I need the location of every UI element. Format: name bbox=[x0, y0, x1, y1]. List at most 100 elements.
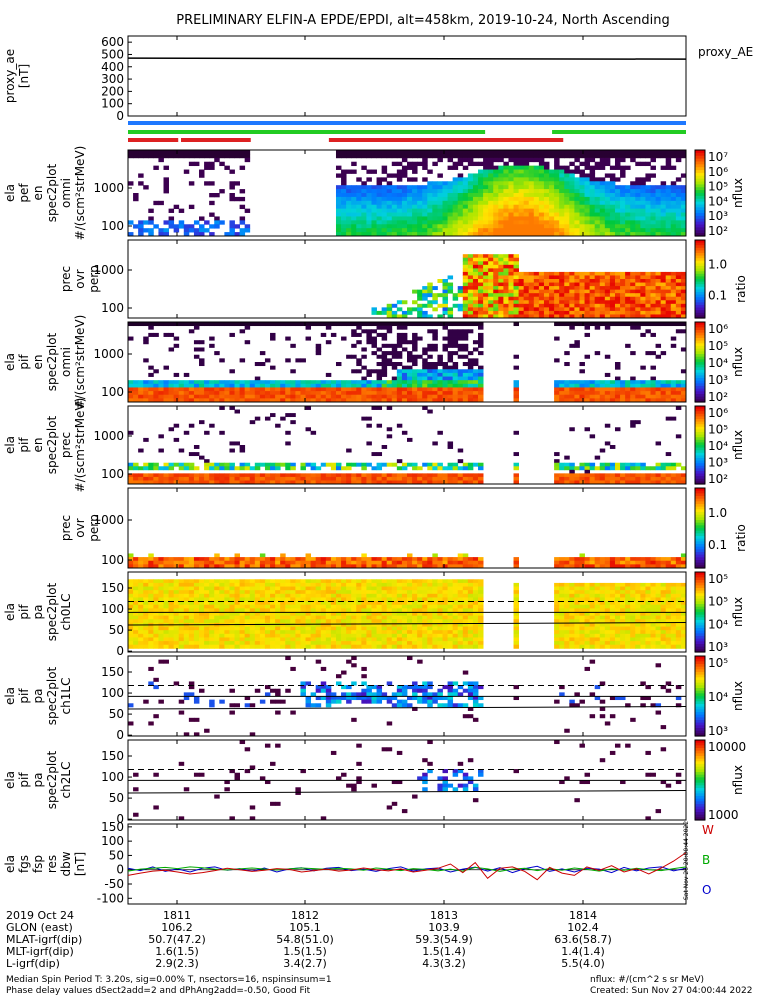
spectrogram-cell bbox=[655, 462, 662, 467]
spectrogram-cell bbox=[457, 286, 464, 291]
spectrogram-cell bbox=[412, 387, 418, 392]
spectrogram-cell bbox=[341, 224, 347, 229]
spectrogram-cell bbox=[655, 153, 662, 159]
spectrogram-cell bbox=[503, 153, 509, 159]
spectrogram-cell bbox=[407, 473, 413, 478]
spectrogram-cell bbox=[589, 296, 596, 301]
spectrogram-cell bbox=[427, 560, 433, 565]
spectrogram-cell bbox=[462, 391, 469, 396]
spectrogram-cell bbox=[305, 586, 312, 591]
spectrogram-cell bbox=[543, 286, 550, 291]
spectrogram-cell bbox=[259, 362, 266, 367]
y-tick-label: 500 bbox=[101, 47, 124, 61]
spectrogram-cell bbox=[335, 153, 342, 159]
spectrogram-cell bbox=[452, 329, 459, 334]
spectrogram-cell bbox=[407, 365, 413, 370]
spectrogram-cell bbox=[599, 196, 606, 202]
spectrogram-cell bbox=[158, 630, 164, 635]
spectrogram-cell bbox=[569, 343, 575, 348]
spectrogram-cell bbox=[133, 394, 139, 399]
spectrogram-cell bbox=[478, 564, 484, 569]
spectrogram-cell bbox=[554, 200, 560, 206]
spectrogram-cell bbox=[483, 286, 489, 291]
spectrogram-cell bbox=[356, 212, 362, 217]
spectrogram-cell bbox=[320, 462, 327, 467]
spectrogram-cell bbox=[204, 394, 210, 399]
spectrogram-cell bbox=[554, 196, 560, 202]
spectrogram-cell bbox=[599, 380, 606, 385]
spectrogram-cell bbox=[442, 204, 448, 210]
spectrogram-cell bbox=[498, 307, 504, 312]
spectrogram-cell bbox=[401, 232, 408, 237]
spectrogram-cell bbox=[188, 633, 195, 638]
spectrogram-cell bbox=[609, 303, 616, 308]
spectrogram-cell bbox=[604, 423, 611, 428]
spectrogram-cell bbox=[609, 398, 616, 403]
spectrogram-cell bbox=[432, 480, 438, 485]
spectrogram-cell bbox=[224, 612, 230, 617]
spectrogram-cell bbox=[457, 466, 464, 471]
spectrogram-cell bbox=[199, 216, 205, 221]
spectrogram-cell bbox=[457, 553, 464, 558]
spectrogram-cell bbox=[493, 257, 499, 262]
spectrogram-cell bbox=[538, 212, 545, 217]
spectrogram-cell bbox=[432, 228, 438, 233]
spectrogram-cell bbox=[432, 362, 438, 367]
spectrogram-cell bbox=[249, 626, 256, 631]
spectrogram-cell bbox=[234, 476, 240, 481]
spectrogram-cell bbox=[584, 232, 591, 237]
spectrogram-cell bbox=[300, 586, 306, 591]
spectrogram-cell bbox=[193, 604, 200, 609]
spectrogram-cell bbox=[523, 177, 530, 182]
colorbar-cell bbox=[695, 538, 705, 542]
spectrogram-cell bbox=[462, 165, 469, 170]
spectrogram-cell bbox=[270, 601, 276, 606]
spectrogram-cell bbox=[153, 476, 159, 481]
colorbar-cell bbox=[695, 245, 705, 249]
spectrogram-cell bbox=[478, 282, 484, 287]
spectrogram-cell bbox=[407, 553, 413, 558]
spectrogram-cell bbox=[630, 296, 636, 301]
spectrogram-cell bbox=[219, 220, 225, 225]
spectrogram-cell bbox=[462, 314, 469, 319]
spectrogram-cell bbox=[584, 310, 591, 315]
spectrogram-cell bbox=[427, 220, 433, 225]
spectrogram-cell bbox=[153, 597, 159, 602]
spectrogram-cell bbox=[193, 557, 200, 562]
spectrogram-cell bbox=[407, 437, 413, 442]
spectrogram-cell bbox=[239, 480, 246, 485]
spectrogram-cell bbox=[199, 383, 205, 388]
spectrogram-cell bbox=[351, 480, 357, 485]
spectrogram-cell bbox=[153, 153, 159, 159]
spectrogram-cell bbox=[361, 181, 367, 186]
spectrogram-cell bbox=[412, 480, 418, 485]
spectrogram-cell bbox=[467, 177, 474, 182]
spectrogram-cell bbox=[528, 300, 535, 305]
spectrogram-cell bbox=[483, 261, 489, 266]
spectrogram-cell bbox=[239, 560, 246, 565]
spectrogram-cell bbox=[640, 275, 646, 280]
spectrogram-cell bbox=[655, 480, 662, 485]
spectrogram-cell bbox=[229, 369, 235, 374]
spectrogram-cell bbox=[665, 208, 672, 213]
spectrogram-cell bbox=[295, 612, 301, 617]
spectrogram-cell bbox=[559, 193, 565, 198]
spectrogram-cell bbox=[680, 208, 687, 213]
spectrogram-cell bbox=[199, 604, 205, 609]
spectrogram-cell bbox=[407, 189, 413, 194]
spectrogram-cell bbox=[462, 336, 469, 341]
spectrogram-cell bbox=[219, 391, 225, 396]
spectrogram-cell bbox=[188, 557, 195, 562]
spectrogram-cell bbox=[564, 208, 570, 213]
spectrogram-cell bbox=[538, 193, 545, 198]
spectrogram-cell bbox=[508, 200, 514, 206]
spectrogram-cell bbox=[138, 579, 144, 584]
spectrogram-cell bbox=[614, 314, 621, 319]
spectrogram-cell bbox=[498, 196, 504, 202]
spectrogram-cell bbox=[680, 173, 687, 178]
spectrogram-cell bbox=[193, 608, 200, 613]
colorbar-cell bbox=[695, 468, 705, 472]
spectrogram-cell bbox=[437, 564, 443, 569]
spectrogram-cell bbox=[518, 286, 525, 291]
spectrogram-cell bbox=[538, 296, 545, 301]
